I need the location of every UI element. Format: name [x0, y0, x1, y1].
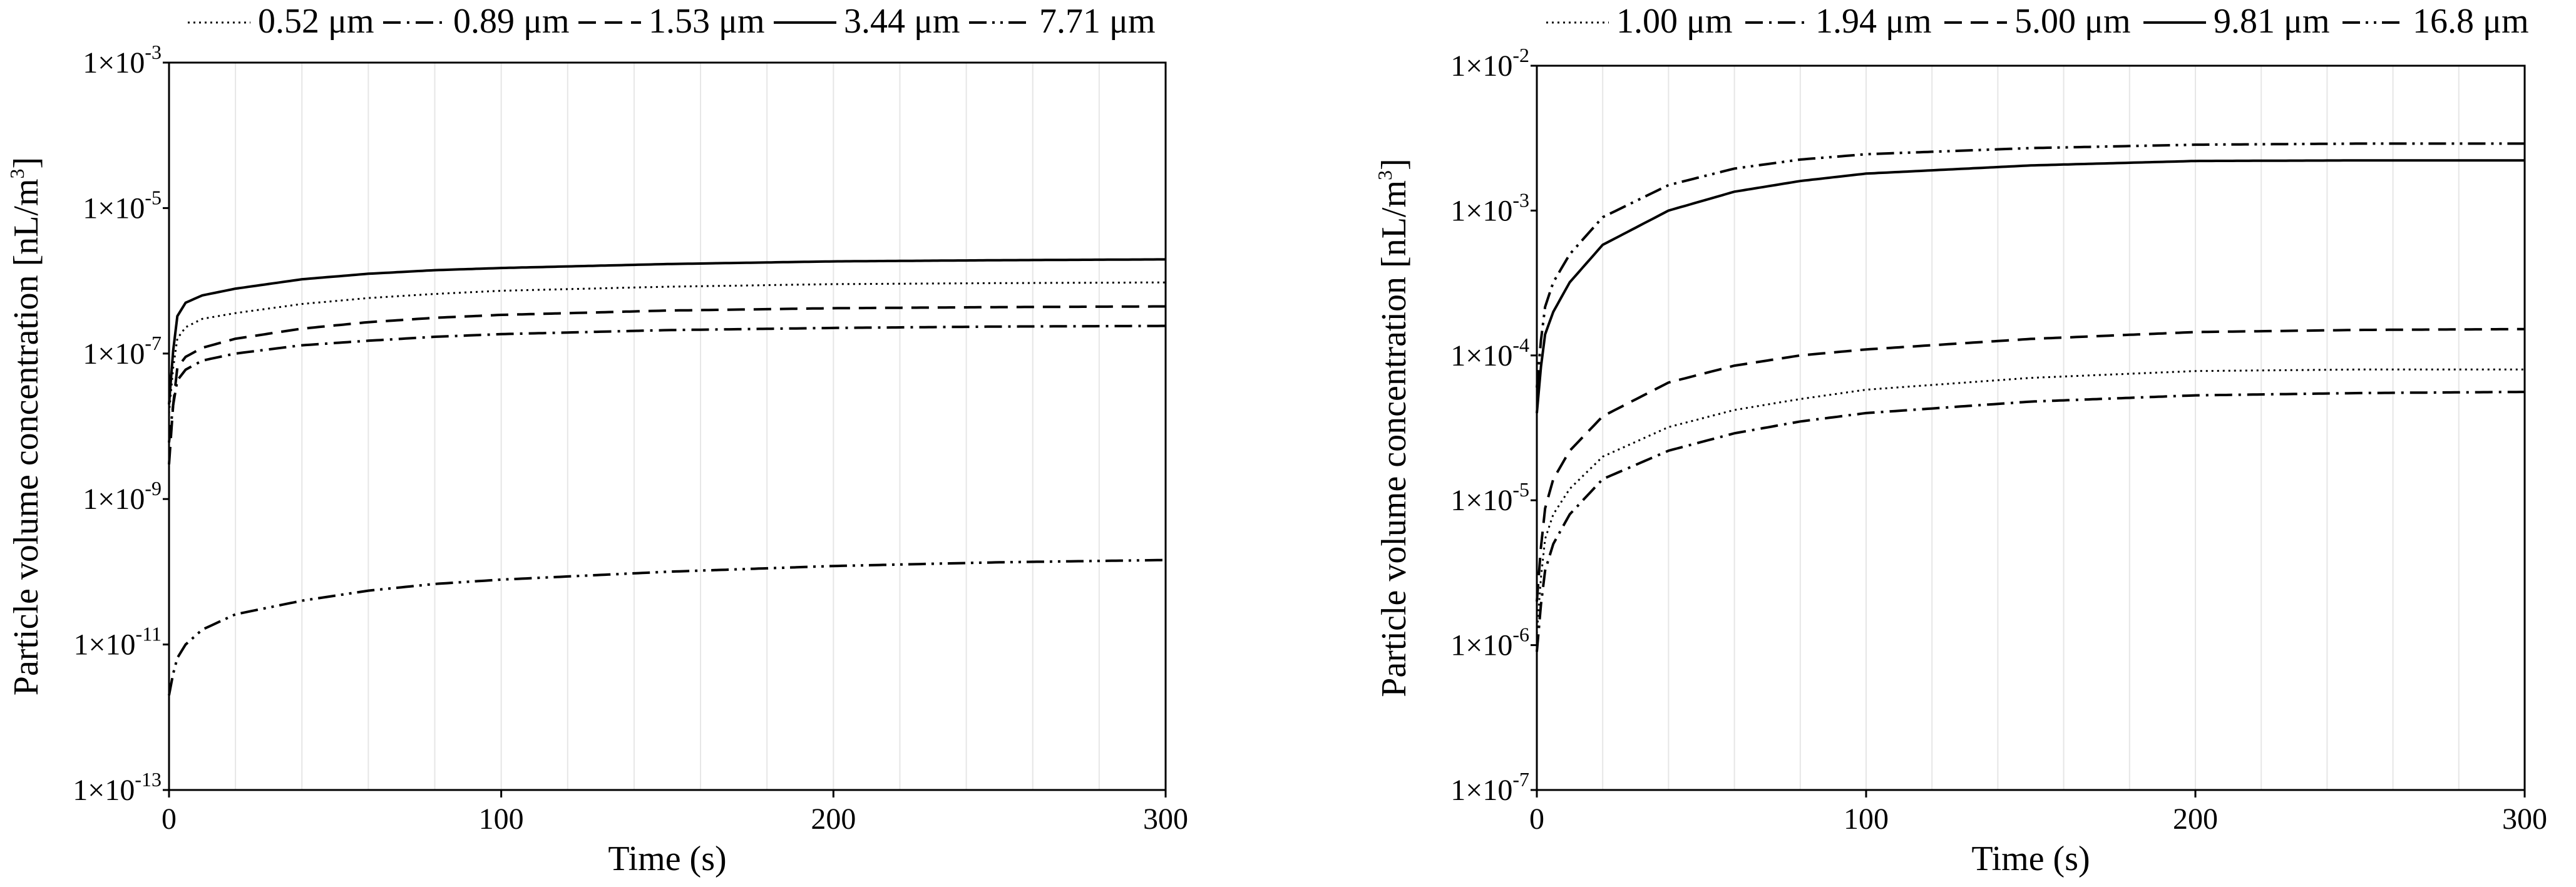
left-series-line-5 [168, 558, 1166, 696]
left-y-tick-label: 1×10-11 [73, 623, 162, 662]
left-y-tick-label: 1×10-7 [83, 332, 162, 371]
left-y-tick-label: 1×10-3 [83, 41, 162, 79]
right-series-line-1 [1536, 368, 2525, 634]
left-chart-panel: 0 100 200 300 1×10-3 1×10-5 1×10-7 1×10-9 1×10-1… [6, 2, 1188, 878]
left-legend-label-4: 3.44 μm [844, 2, 960, 41]
right-series-line-3 [1536, 327, 2525, 602]
right-plot-area [1536, 64, 2526, 791]
right-x-tick-label: 200 [2173, 802, 2218, 836]
right-y-tick-label: 1×10-7 [1450, 768, 1529, 807]
left-y-tick-label: 1×10-13 [73, 768, 162, 807]
left-legend-label-3: 1.53 μm [649, 2, 765, 41]
right-x-tick-label: 300 [2502, 802, 2547, 836]
left-x-tick-label: 100 [479, 802, 524, 836]
left-y-tick-label: 1×10-9 [83, 477, 162, 516]
left-x-tick-label: 0 [162, 802, 177, 836]
left-x-tick-label: 300 [1143, 802, 1188, 836]
left-x-axis-title: Time (s) [608, 839, 726, 878]
right-legend-label-5: 16.8 μm [2413, 2, 2529, 41]
right-legend-label-3: 5.00 μm [2014, 2, 2131, 41]
right-y-tick-label: 1×10-3 [1450, 188, 1529, 227]
right-chart-panel: 0 100 200 300 1×10-2 1×10-3 1×10-4 1×10-5 1×10-6… [1373, 2, 2547, 878]
right-x-axis-title: Time (s) [1971, 839, 2090, 878]
left-legend-label-5: 7.71 μm [1039, 2, 1156, 41]
left-legend-label-2: 0.89 μm [453, 2, 570, 41]
right-x-tick-label: 0 [1529, 802, 1544, 836]
left-series-line-4 [168, 258, 1166, 405]
right-series-line-2 [1536, 391, 2525, 652]
right-legend-label-1: 1.00 μm [1616, 2, 1733, 41]
right-legend-label-2: 1.94 μm [1815, 2, 1932, 41]
right-y-tick-label: 1×10-6 [1450, 623, 1529, 662]
left-series-line-1 [168, 281, 1166, 414]
right-x-tick-label: 100 [1844, 802, 1889, 836]
left-y-tick-label: 1×10-5 [83, 186, 162, 225]
left-series-line-3 [168, 305, 1166, 464]
right-legend-label-4: 9.81 μm [2214, 2, 2330, 41]
left-legend-label-1: 0.52 μm [258, 2, 374, 41]
left-plot-area [168, 61, 1167, 791]
right-y-tick-label: 1×10-5 [1450, 478, 1529, 517]
left-series-line-2 [168, 324, 1166, 443]
right-series-line-4 [1536, 159, 2525, 414]
left-x-tick-label: 200 [811, 802, 856, 836]
right-series-line-5 [1536, 142, 2525, 388]
right-y-tick-label: 1×10-4 [1450, 334, 1529, 372]
left-y-axis-title: Particle volume concentration [nL/m3] [6, 157, 46, 695]
right-y-tick-label: 1×10-2 [1450, 44, 1529, 83]
right-y-axis-title: Particle volume concentration [nL/m3] [1373, 158, 1414, 697]
